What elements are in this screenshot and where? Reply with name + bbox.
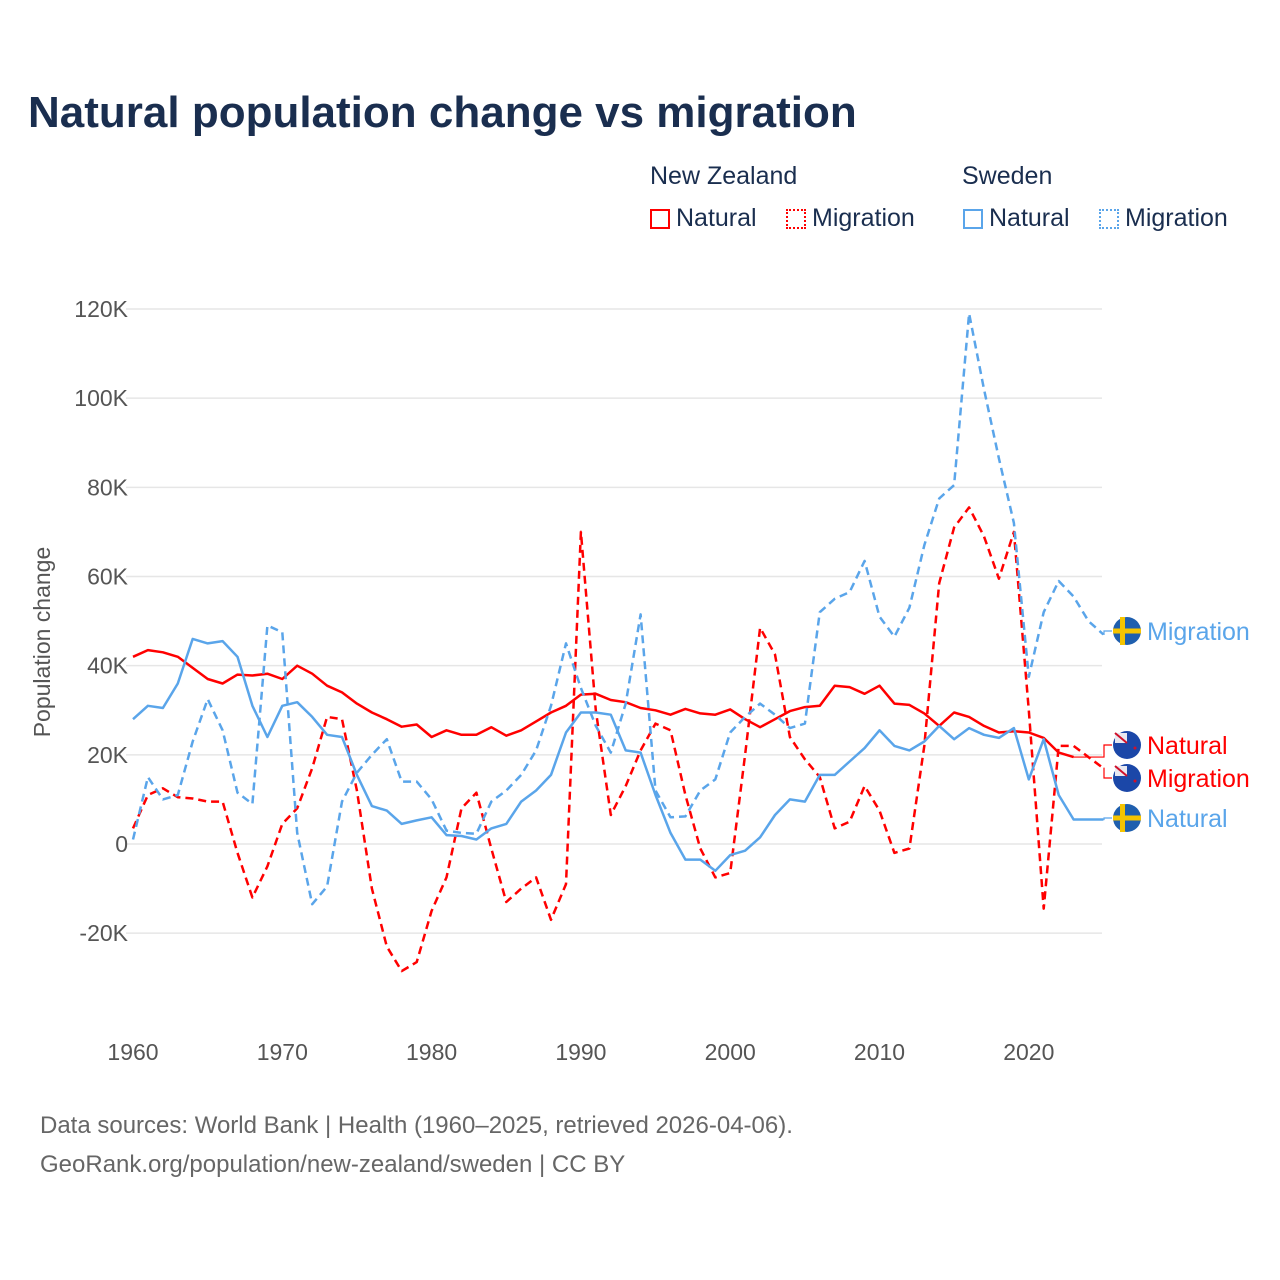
sweden-flag-icon — [1113, 617, 1141, 645]
y-tick-label: 100K — [74, 385, 128, 411]
series-line-new-zealand-migration[interactable] — [131, 506, 1105, 973]
x-tick-label: 1960 — [107, 1039, 158, 1065]
series-line-new-zealand-natural[interactable] — [132, 648, 1074, 759]
chart-title: Natural population change vs migration — [28, 88, 857, 137]
legend-item-se-migration[interactable]: Migration — [1099, 204, 1228, 233]
legend-label: Natural — [989, 204, 1070, 232]
legend-item-nz-migration[interactable]: Migration — [786, 204, 915, 233]
legend-swatch-solid — [650, 208, 670, 229]
legend-swatch-dotted — [786, 208, 806, 229]
footer: Data sources: World Bank | Health (1960–… — [40, 1106, 793, 1184]
legend-swatch-dotted — [1099, 208, 1119, 229]
y-tick-label: 120K — [74, 296, 128, 322]
end-label-connector — [1103, 630, 1112, 636]
legend-swatch-solid — [963, 208, 983, 229]
y-tick-label: 20K — [87, 742, 129, 768]
y-tick-label: 60K — [87, 564, 129, 590]
end-label-connector — [1103, 817, 1112, 821]
legend-label: Migration — [812, 204, 915, 232]
x-tick-label: 1980 — [406, 1039, 457, 1065]
legend-label: Migration — [1125, 204, 1228, 232]
legend-label: Natural — [676, 204, 757, 232]
series-end-label: Natural — [1147, 732, 1228, 760]
legend-item-se-natural[interactable]: Natural — [963, 204, 1070, 233]
x-tick-label: 2010 — [854, 1039, 905, 1065]
series-end-label: Natural — [1147, 805, 1228, 833]
y-tick-label: 80K — [87, 474, 129, 500]
legend-group-sweden: Sweden — [962, 162, 1053, 190]
x-tick-label: 1970 — [257, 1039, 308, 1065]
series-end-label: Migration — [1147, 618, 1250, 646]
y-tick-label: 40K — [87, 653, 129, 679]
y-axis-label: Population change — [29, 547, 55, 738]
footer-sources: Data sources: World Bank | Health (1960–… — [40, 1112, 793, 1139]
new-zealand-flag-icon — [1113, 731, 1141, 759]
legend-group-new-zealand: New Zealand — [650, 162, 798, 190]
x-tick-label: 2000 — [705, 1039, 756, 1065]
series-line-sweden-migration[interactable] — [131, 312, 1105, 906]
end-label-connector — [1103, 767, 1112, 779]
x-tick-label: 2020 — [1003, 1039, 1054, 1065]
x-tick-label: 1990 — [555, 1039, 606, 1065]
sweden-flag-icon — [1113, 804, 1141, 832]
new-zealand-flag-icon — [1113, 764, 1141, 792]
y-tick-label: 0 — [115, 831, 128, 857]
y-tick-label: -20K — [79, 920, 128, 946]
series-line-sweden-natural[interactable] — [132, 637, 1104, 873]
footer-link[interactable]: GeoRank.org/population/new-zealand/swede… — [40, 1151, 626, 1178]
legend-item-nz-natural[interactable]: Natural — [650, 204, 757, 233]
end-label-connector — [1073, 744, 1112, 758]
series-end-label: Migration — [1147, 765, 1250, 793]
